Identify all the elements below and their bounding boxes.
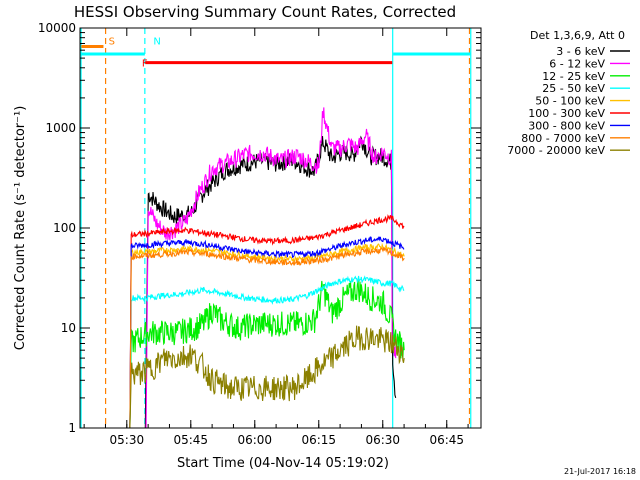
series-line-6 bbox=[129, 236, 405, 429]
y-tick-label-0: 1 bbox=[68, 421, 76, 435]
series-line-1 bbox=[145, 107, 397, 429]
series-line-4 bbox=[129, 242, 405, 429]
series-line-3 bbox=[129, 275, 405, 429]
legend-header: Det 1,3,6,9, Att 0 bbox=[530, 29, 625, 42]
legend-label-5: 100 - 300 keV bbox=[528, 107, 605, 120]
legend-label-3: 25 - 50 keV bbox=[542, 82, 605, 95]
y-tick-label-2: 100 bbox=[53, 221, 76, 235]
legend-label-6: 300 - 800 keV bbox=[528, 119, 605, 132]
legend-label-1: 6 - 12 keV bbox=[549, 57, 605, 70]
annotation-label-2: F bbox=[142, 59, 148, 70]
x-tick-label-1: 05:45 bbox=[173, 433, 208, 447]
series-line-0 bbox=[144, 135, 397, 429]
x-tick-label-4: 06:30 bbox=[365, 433, 400, 447]
legend-label-0: 3 - 6 keV bbox=[556, 45, 605, 58]
x-tick-label-2: 06:00 bbox=[237, 433, 272, 447]
y-axis: 1 10 100 1000 10000 bbox=[38, 21, 481, 435]
chart-title: HESSI Observing Summary Count Rates, Cor… bbox=[74, 3, 456, 21]
y-tick-label-1: 10 bbox=[61, 321, 76, 335]
annotation-label-1: N bbox=[153, 36, 160, 47]
legend-label-8: 7000 - 20000 keV bbox=[507, 144, 605, 157]
legend-label-4: 50 - 100 keV bbox=[535, 95, 605, 108]
series-line-8 bbox=[129, 325, 405, 429]
x-tick-label-5: 06:45 bbox=[429, 433, 464, 447]
y-axis-label: Corrected Count Rate (s⁻¹ detector⁻¹) bbox=[13, 106, 28, 351]
annotation-label-0: S bbox=[109, 36, 115, 47]
plot-area: S N F bbox=[80, 28, 472, 429]
series-line-5 bbox=[129, 214, 405, 429]
legend-label-7: 800 - 7000 keV bbox=[521, 132, 605, 145]
footer-timestamp: 21-Jul-2017 16:18 bbox=[564, 467, 636, 476]
x-tick-label-3: 06:15 bbox=[301, 433, 336, 447]
y-tick-label-3: 1000 bbox=[45, 121, 76, 135]
x-axis: 05:30 05:45 06:00 06:15 06:30 06:45 bbox=[83, 28, 469, 447]
x-axis-label: Start Time (04-Nov-14 05:19:02) bbox=[177, 456, 389, 471]
legend-label-2: 12 - 25 keV bbox=[542, 70, 605, 83]
y-tick-label-4: 10000 bbox=[38, 21, 76, 35]
series-line-7 bbox=[129, 246, 405, 429]
x-tick-label-0: 05:30 bbox=[110, 433, 145, 447]
